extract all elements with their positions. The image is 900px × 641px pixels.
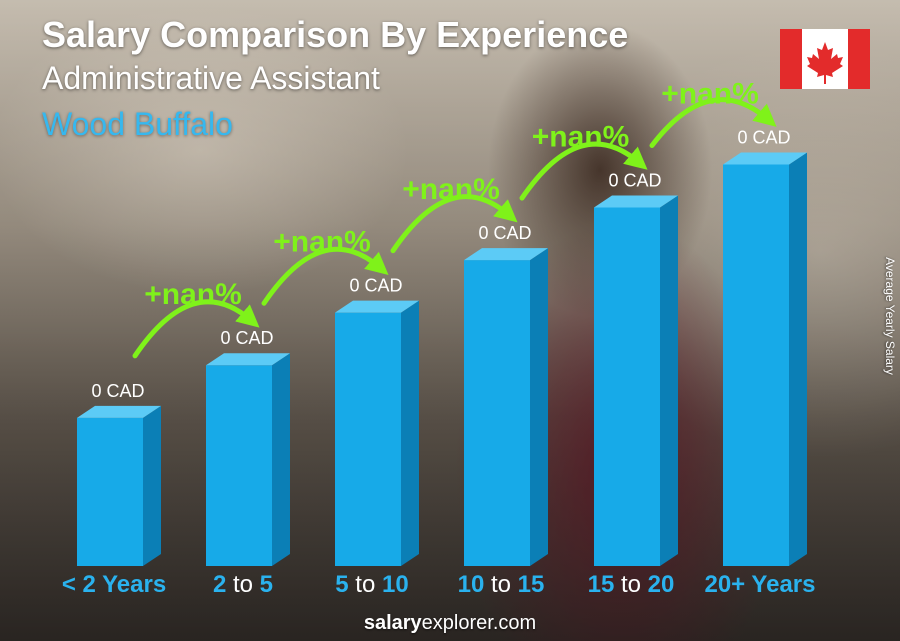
change-arrow — [261, 246, 389, 306]
category-label-part: 5 — [335, 571, 348, 598]
category-label-part: < 2 Years — [62, 571, 166, 598]
category-label-part: 15 — [518, 571, 545, 598]
location-label: Wood Buffalo — [42, 106, 233, 142]
category-label-part: 10 — [458, 571, 485, 598]
bar-2 — [206, 353, 290, 566]
canada-flag-icon — [780, 29, 870, 89]
category-label-part: 15 — [588, 571, 615, 598]
category-label-part: 2 — [213, 571, 226, 598]
bar-front — [464, 260, 530, 566]
change-label: +nan% — [402, 173, 500, 206]
bar-value-label: 0 CAD — [737, 127, 790, 147]
category-label-part: to — [349, 571, 382, 598]
category-label-part: 20 — [648, 571, 675, 598]
bar-top — [206, 353, 290, 366]
bar-value-label: 0 CAD — [91, 381, 144, 401]
bar-value-label: 0 CAD — [608, 171, 661, 191]
bar-front — [206, 365, 272, 566]
change-label: +nan% — [144, 278, 242, 311]
brand-bold: salary — [363, 612, 422, 634]
bar-4 — [464, 248, 548, 566]
footer-brand: salaryexplorer.com — [0, 612, 900, 635]
bar-top — [723, 152, 807, 165]
bar-side — [401, 300, 419, 566]
job-title: Administrative Assistant — [42, 60, 380, 96]
category-label: 20+ Years — [704, 571, 815, 598]
bar-top — [464, 248, 548, 261]
bar-top — [77, 405, 161, 418]
bar-3 — [335, 300, 419, 566]
bar-6 — [723, 152, 807, 567]
change-arrow — [519, 141, 648, 201]
change-arrow — [390, 194, 518, 254]
bar-value-label: 0 CAD — [349, 276, 402, 296]
bar-front — [335, 312, 401, 566]
category-label: 10 to 15 — [458, 571, 545, 598]
bar-front — [77, 417, 143, 566]
bar-front — [594, 207, 660, 566]
bar-side — [660, 195, 678, 566]
category-label-part: to — [484, 571, 517, 598]
category-label: 5 to 10 — [335, 571, 408, 598]
category-label: 15 to 20 — [588, 571, 675, 598]
bar-side — [272, 353, 290, 566]
change-label: +nan% — [273, 226, 371, 259]
category-label-part: to — [226, 571, 259, 598]
bar-value-label: 0 CAD — [220, 328, 273, 348]
category-label-part: to — [614, 571, 647, 598]
bar-side — [143, 405, 161, 566]
bar-side — [530, 248, 548, 566]
category-label-part: 5 — [260, 571, 273, 598]
brand-rest: explorer.com — [421, 612, 537, 634]
change-label: +nan% — [532, 121, 630, 154]
category-label: < 2 Years — [62, 571, 166, 598]
bar-top — [594, 195, 678, 208]
bar-value-label: 0 CAD — [478, 223, 531, 243]
category-label-part: 20+ Years — [704, 571, 815, 598]
bar-5 — [594, 195, 678, 566]
category-label: 2 to 5 — [213, 571, 273, 598]
bar-front — [723, 164, 789, 567]
change-label: +nan% — [661, 77, 759, 110]
change-arrow — [132, 299, 260, 359]
bar-side — [789, 152, 807, 567]
category-label-part: 10 — [382, 571, 409, 598]
change-arrow — [649, 97, 777, 148]
bar-top — [335, 300, 419, 313]
chart-title: Salary Comparison By Experience — [42, 14, 629, 55]
bar-1 — [77, 405, 161, 566]
